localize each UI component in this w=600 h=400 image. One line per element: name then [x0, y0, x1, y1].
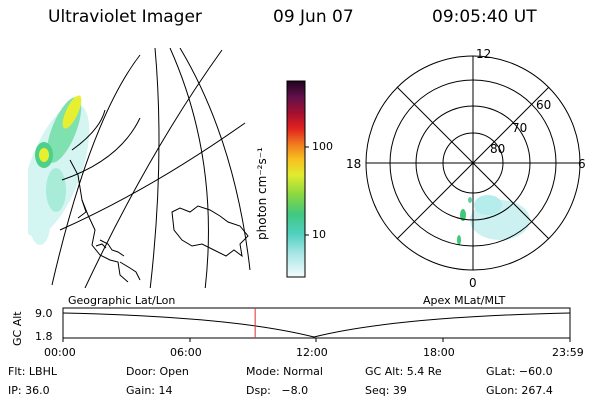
timeline-right-title: Apex MLat/MLT: [423, 294, 506, 307]
polar-lat-70: 70: [512, 121, 528, 135]
polar-aurora: [457, 195, 530, 245]
info-seq: Seq: 39: [365, 384, 407, 397]
polar-lat-80: 80: [490, 142, 506, 156]
date-label: 09 Jun 07: [273, 7, 354, 27]
polar-hour-12: 12: [476, 47, 492, 61]
timeline-ytick-high: 9.0: [35, 307, 53, 320]
timeline-xtick-4: 23:59: [552, 346, 584, 359]
info-door: Door: Open: [126, 365, 189, 378]
info-mode: Mode: Normal: [246, 365, 323, 378]
colorbar-tick-100: 100: [312, 140, 333, 153]
timeline-xtick-0: 00:00: [44, 346, 76, 359]
timeline-xtick-2: 12:00: [296, 346, 328, 359]
time-label: 09:05:40 UT: [432, 7, 537, 27]
info-dsp: Dsp: −8.0: [246, 384, 309, 397]
info-gain: Gain: 14: [126, 384, 173, 397]
polar-hour-0: 0: [469, 276, 477, 290]
polar-hour-6: 6: [578, 157, 586, 171]
polar-lat-60: 60: [536, 98, 552, 112]
info-filter: Flt: LBHL: [8, 365, 57, 378]
info-ip: IP: 36.0: [8, 384, 50, 397]
app-title: Ultraviolet Imager: [48, 7, 202, 27]
info-glat: GLat: −60.0: [486, 365, 553, 378]
colorbar-tick-10: 10: [312, 228, 326, 241]
timeline-ytick-low: 1.8: [35, 330, 53, 343]
timeline-left-title: Geographic Lat/Lon: [68, 294, 176, 307]
info-glon: GLon: 267.4: [486, 384, 553, 397]
info-gc-alt: GC Alt: 5.4 Re: [365, 365, 442, 378]
timeline-xtick-1: 06:00: [170, 346, 202, 359]
aurora-emission: [28, 95, 90, 245]
polar-hour-18: 18: [346, 157, 362, 171]
timeline-xtick-3: 18:00: [423, 346, 455, 359]
